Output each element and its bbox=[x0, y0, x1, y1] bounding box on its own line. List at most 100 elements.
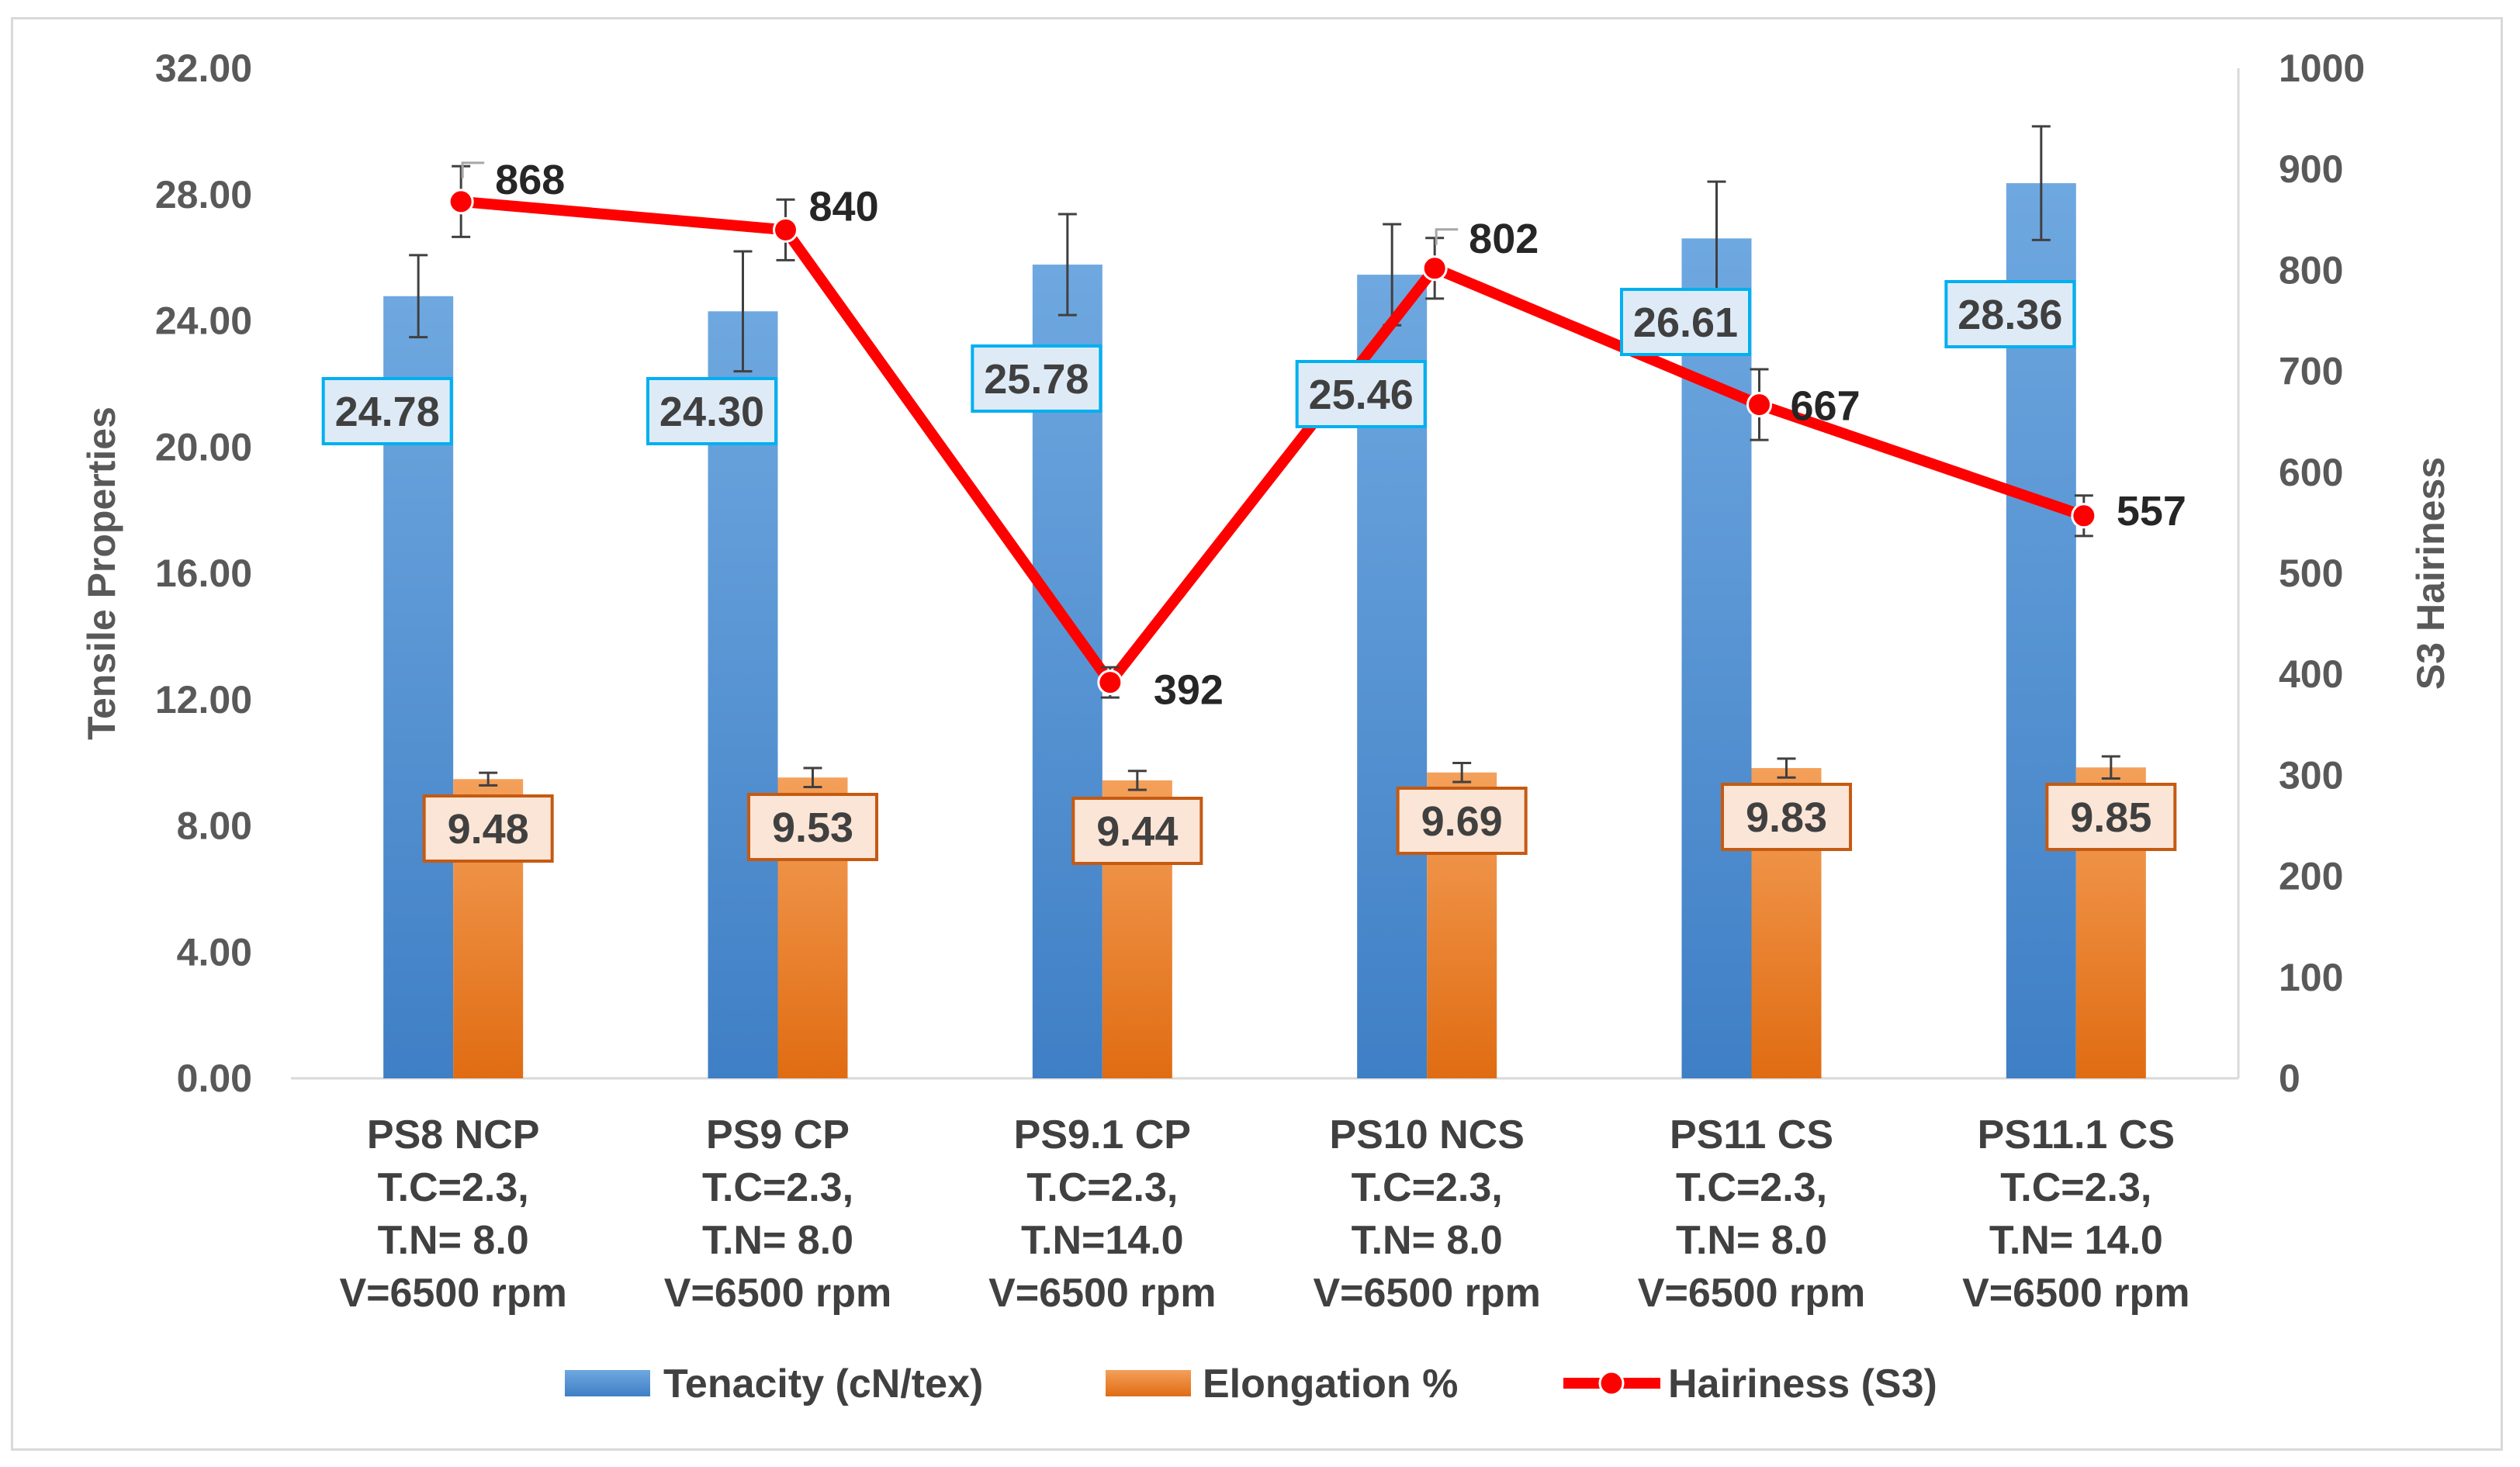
category-label-line: V=6500 rpm bbox=[1638, 1271, 1865, 1316]
tenacity-data-label: 25.78 bbox=[984, 356, 1089, 403]
right-tick-label: 0 bbox=[2279, 1057, 2300, 1100]
tenacity-data-label: 24.78 bbox=[335, 389, 440, 435]
tenacity-bar bbox=[1681, 238, 1752, 1078]
category-label-line: V=6500 rpm bbox=[664, 1271, 891, 1316]
elongation-data-label-box bbox=[2045, 783, 2177, 851]
elongation-data-label-box bbox=[747, 793, 878, 861]
right-tick-label: 600 bbox=[2279, 451, 2343, 494]
data-labels: 24.78 9.48 24.30 9.53 25.78 9.44 25.46 9.69 26.6… bbox=[321, 157, 2186, 865]
left-tick-label: 16.00 bbox=[155, 552, 252, 595]
elongation-data-label-box bbox=[422, 794, 554, 863]
right-tick-label: 300 bbox=[2279, 753, 2343, 797]
hairiness-data-label: 840 bbox=[809, 183, 879, 230]
elongation-data-label: 9.83 bbox=[1746, 794, 1827, 841]
right-tick-label: 700 bbox=[2279, 350, 2343, 393]
legend: Tenacity (cN/tex) Elongation % Hairiness (… bbox=[565, 1361, 1937, 1406]
category-label-line: T.N= 8.0 bbox=[1676, 1218, 1827, 1263]
axes: 0.00 4.00 8.00 12.00 16.00 20.00 24.00 28.00 32.… bbox=[80, 47, 2452, 1316]
left-tick-label: 8.00 bbox=[177, 804, 252, 848]
category-label-line: PS9 CP bbox=[706, 1112, 850, 1157]
category-label-line: T.N= 14.0 bbox=[1989, 1218, 2163, 1263]
hairiness-data-label: 392 bbox=[1154, 667, 1224, 714]
category-label-line: T.C=2.3, bbox=[1352, 1165, 1503, 1210]
left-tick-label: 28.00 bbox=[155, 173, 252, 216]
category-label-line: T.C=2.3, bbox=[702, 1165, 853, 1210]
hairiness-point bbox=[1097, 669, 1123, 696]
left-tick-label: 0.00 bbox=[177, 1057, 252, 1100]
right-tick-label: 900 bbox=[2279, 147, 2343, 191]
category-label: PS10 NCS T.C=2.3, T.N= 8.0 V=6500 rpm bbox=[1313, 1112, 1540, 1316]
hairiness-line bbox=[448, 164, 2097, 699]
left-tick-label: 32.00 bbox=[155, 47, 252, 90]
right-tick-label: 800 bbox=[2279, 248, 2343, 292]
tenacity-data-label-box bbox=[1295, 360, 1427, 428]
category-label-line: T.C=2.3, bbox=[1026, 1165, 1178, 1210]
elongation-data-label: 9.69 bbox=[1421, 798, 1503, 845]
hairiness-point bbox=[773, 216, 798, 243]
hairiness-polyline bbox=[455, 195, 2089, 688]
hairiness-leader-line bbox=[1435, 228, 1459, 245]
tenacity-data-label-box bbox=[1944, 280, 2076, 348]
hairiness-point bbox=[2071, 503, 2097, 529]
left-tick-label: 24.00 bbox=[155, 299, 252, 343]
hairiness-data-label: 868 bbox=[495, 157, 565, 203]
category-label-line: T.C=2.3, bbox=[2000, 1165, 2151, 1210]
category-label: PS11 CS T.C=2.3, T.N= 8.0 V=6500 rpm bbox=[1638, 1112, 1865, 1316]
category-label-line: V=6500 rpm bbox=[988, 1271, 1216, 1316]
elongation-data-label: 9.44 bbox=[1096, 808, 1178, 855]
left-tick-label: 20.00 bbox=[155, 425, 252, 469]
tenacity-data-label: 25.46 bbox=[1309, 372, 1414, 418]
hairiness-leader-line bbox=[461, 161, 485, 178]
legend-tenacity-label: Tenacity (cN/tex) bbox=[663, 1361, 983, 1406]
tenacity-data-label: 28.36 bbox=[1958, 292, 2062, 338]
hairiness-point bbox=[1421, 255, 1448, 282]
legend-tenacity-swatch bbox=[565, 1370, 650, 1396]
left-axis-title: Tensile Properties bbox=[80, 407, 123, 740]
category-label-line: PS10 NCS bbox=[1329, 1112, 1524, 1157]
category-label: PS9.1 CP T.C=2.3, T.N=14.0 V=6500 rpm bbox=[988, 1112, 1216, 1316]
legend-elongation-label: Elongation % bbox=[1203, 1361, 1458, 1406]
elongation-data-label: 9.53 bbox=[772, 804, 853, 851]
right-tick-label: 100 bbox=[2279, 956, 2343, 999]
category-label-line: PS8 NCP bbox=[367, 1112, 540, 1157]
category-label-line: V=6500 rpm bbox=[1962, 1271, 2189, 1316]
hairiness-point bbox=[1746, 392, 1772, 418]
legend-hairiness-label: Hairiness (S3) bbox=[1668, 1361, 1937, 1406]
category-label-line: V=6500 rpm bbox=[1313, 1271, 1540, 1316]
category-label-line: PS11.1 CS bbox=[1978, 1112, 2175, 1157]
tenacity-data-label-box bbox=[321, 377, 453, 445]
left-tick-label: 4.00 bbox=[177, 930, 252, 974]
legend-elongation-swatch bbox=[1106, 1370, 1191, 1396]
elongation-data-label-box bbox=[1396, 787, 1528, 855]
tenacity-data-label: 24.30 bbox=[659, 389, 764, 435]
hairiness-data-label: 667 bbox=[1791, 383, 1861, 430]
right-axis-title: S3 Hairiness bbox=[2409, 457, 2452, 690]
right-tick-label: 200 bbox=[2279, 855, 2343, 898]
category-label-line: T.N= 8.0 bbox=[1352, 1218, 1503, 1263]
category-label: PS9 CP T.C=2.3, T.N= 8.0 V=6500 rpm bbox=[664, 1112, 891, 1316]
right-tick-label: 1000 bbox=[2279, 47, 2365, 90]
category-label-line: T.N= 8.0 bbox=[378, 1218, 529, 1263]
elongation-data-label-box bbox=[1721, 783, 1852, 851]
category-label-line: T.N= 8.0 bbox=[702, 1218, 853, 1263]
category-label-line: V=6500 rpm bbox=[339, 1271, 566, 1316]
hairiness-data-label: 557 bbox=[2117, 488, 2186, 535]
elongation-data-label: 9.48 bbox=[448, 806, 529, 853]
hairiness-point bbox=[448, 189, 474, 215]
left-tick-label: 12.00 bbox=[155, 678, 252, 721]
category-label-line: T.C=2.3, bbox=[1676, 1165, 1827, 1210]
category-label-line: PS9.1 CP bbox=[1014, 1112, 1191, 1157]
tenacity-data-label-box bbox=[646, 377, 777, 445]
hairiness-data-label: 802 bbox=[1469, 216, 1539, 262]
tenacity-data-label-box bbox=[1620, 288, 1751, 356]
category-label-line: PS11 CS bbox=[1670, 1112, 1833, 1157]
category-label-line: T.C=2.3, bbox=[378, 1165, 529, 1210]
tenacity-data-label-box bbox=[971, 344, 1102, 413]
category-label: PS8 NCP T.C=2.3, T.N= 8.0 V=6500 rpm bbox=[339, 1112, 566, 1316]
legend-hairiness-marker bbox=[1598, 1370, 1625, 1396]
bars bbox=[383, 125, 2146, 1079]
tenacity-data-label: 26.61 bbox=[1633, 299, 1738, 346]
category-label-line: T.N=14.0 bbox=[1021, 1218, 1184, 1263]
right-tick-label: 500 bbox=[2279, 552, 2343, 595]
